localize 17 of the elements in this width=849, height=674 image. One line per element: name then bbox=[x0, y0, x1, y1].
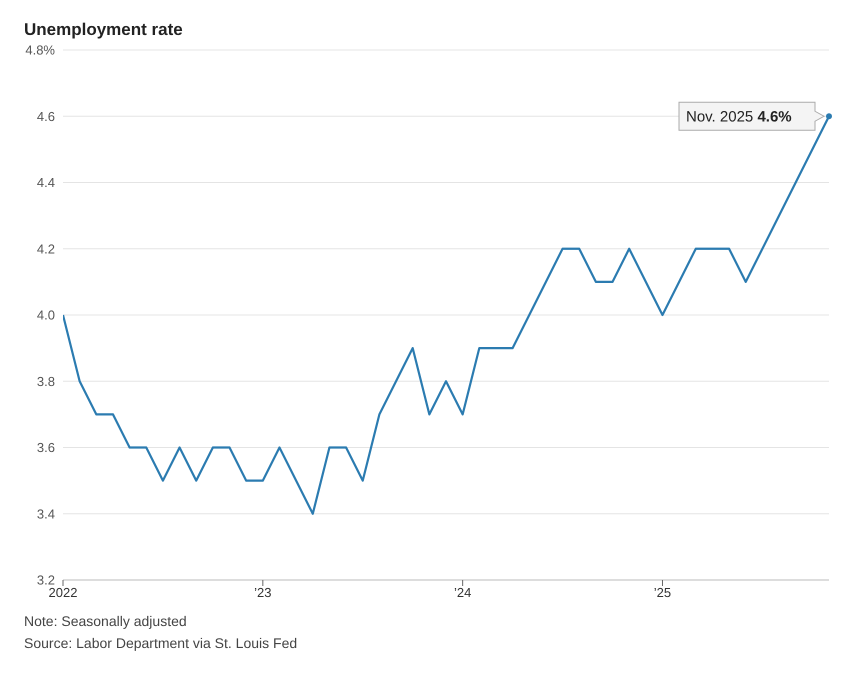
x-tick-label: 2022 bbox=[48, 585, 78, 600]
x-tick-label: ’25 bbox=[654, 585, 672, 600]
y-tick-label: 4.8% bbox=[25, 42, 56, 58]
y-tick-label: 4.2 bbox=[36, 241, 55, 256]
x-tick-label: ’23 bbox=[254, 585, 272, 600]
y-tick-label: 4.4 bbox=[36, 175, 55, 190]
x-tick-label: ’24 bbox=[454, 585, 472, 600]
chart-title: Unemployment rate bbox=[23, 19, 184, 40]
y-tick-label: 4.0 bbox=[36, 308, 55, 323]
y-tick-label: 3.4 bbox=[36, 506, 55, 522]
text: Note: Seasonally adjusted bbox=[23, 612, 188, 631]
annotation: Nov. 2025 4.6% bbox=[686, 108, 792, 126]
y-tick-label: 3.2 bbox=[36, 572, 55, 588]
y-tick-label: 4.6 bbox=[36, 108, 55, 124]
y-tick-label: 3.8 bbox=[36, 374, 55, 389]
y-tick-label: 3.6 bbox=[36, 440, 55, 456]
source-note: Source: Labor Department via St. Louis Fed bbox=[23, 634, 298, 653]
